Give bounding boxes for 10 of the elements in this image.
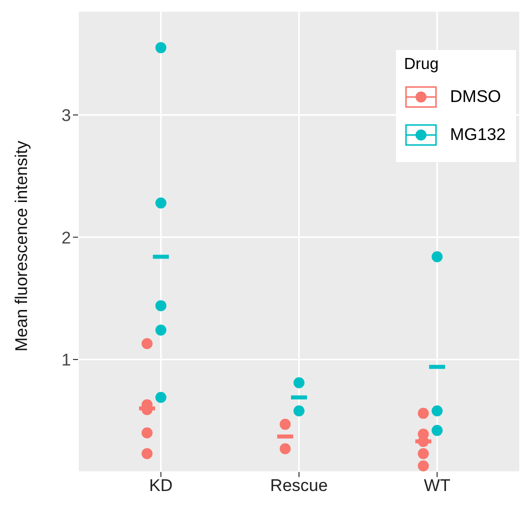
x-tick-label: WT [424, 476, 450, 496]
y-axis-title: Mean fluorescence intensity [12, 140, 32, 352]
legend-title: Drug [404, 56, 440, 74]
legend-label: DMSO [450, 87, 501, 107]
legend-label: MG132 [450, 125, 506, 145]
x-tick-label: Rescue [270, 476, 328, 496]
y-tick-label: 3 [62, 106, 71, 125]
y-tick-label: 2 [62, 228, 71, 248]
x-tick-label: KD [149, 476, 173, 496]
y-tick-label: 1 [62, 350, 71, 370]
